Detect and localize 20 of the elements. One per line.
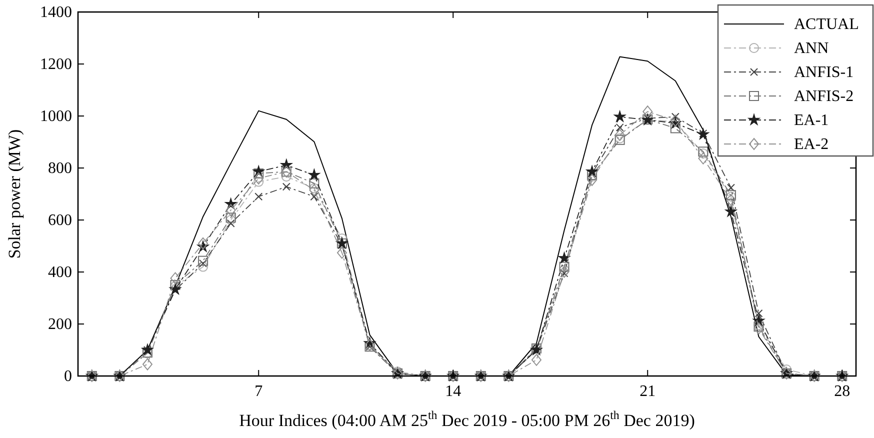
x-tick-label: 28 <box>834 383 850 400</box>
legend-label: EA-2 <box>794 136 829 153</box>
y-tick-label: 0 <box>64 368 72 385</box>
x-tick-label: 21 <box>640 383 656 400</box>
legend-label: EA-1 <box>794 112 829 129</box>
legend-label: ANN <box>794 40 830 57</box>
legend-label: ACTUAL <box>794 16 859 33</box>
y-tick-label: 1000 <box>40 108 72 125</box>
x-axis-title: Hour Indices (04:00 AM 25$^{th}$ Dec 2019 - 05:00 PM 26$^{th}$ Dec 2019) <box>239 408 695 430</box>
y-tick-label: 1400 <box>40 4 72 21</box>
y-tick-label: 400 <box>48 264 72 281</box>
legend-label: ANFIS-1 <box>794 64 854 81</box>
x-tick-label: 7 <box>254 383 263 400</box>
y-tick-label: 800 <box>48 160 72 177</box>
y-axis-title: Solar power (MW) <box>5 129 24 259</box>
y-tick-label: 1200 <box>40 56 72 73</box>
y-tick-label: 600 <box>48 212 72 229</box>
y-tick-label: 200 <box>48 316 72 333</box>
x-tick-label: 14 <box>445 383 462 400</box>
legend-label: ANFIS-2 <box>794 88 854 105</box>
